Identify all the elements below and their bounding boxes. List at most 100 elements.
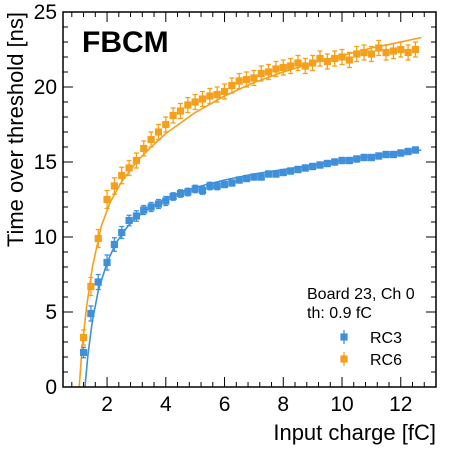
marker	[154, 200, 163, 208]
marker	[404, 147, 412, 156]
marker	[191, 185, 199, 193]
data-point-rc3	[147, 201, 155, 213]
data-point-rc6	[220, 83, 229, 100]
x-tick-label: 6	[219, 393, 231, 416]
data-point-rc3	[162, 195, 170, 207]
marker	[411, 45, 420, 54]
data-point-rc3	[257, 173, 265, 181]
data-point-rc6	[198, 90, 207, 108]
data-point-rc6	[162, 116, 170, 133]
data-points	[79, 39, 420, 359]
data-point-rc6	[389, 42, 398, 60]
y-tick-label: 0	[45, 376, 57, 399]
data-point-rc3	[397, 149, 405, 157]
data-point-rc6	[360, 44, 368, 61]
marker	[198, 186, 207, 195]
legend-entry-rc3: RC3	[340, 330, 402, 347]
legend-label: RC3	[370, 330, 402, 347]
marker	[162, 120, 170, 129]
data-point-rc6	[154, 123, 163, 141]
marker	[176, 189, 185, 198]
x-tick-label: 2	[101, 393, 113, 416]
data-point-rc3	[404, 147, 412, 156]
marker	[79, 333, 88, 342]
data-point-rc6	[338, 48, 346, 66]
chart-badge: FBCM	[82, 26, 169, 59]
data-point-rc3	[242, 174, 251, 183]
data-point-rc6	[191, 93, 199, 111]
data-point-rc6	[147, 131, 155, 148]
x-tick-label: 10	[330, 393, 353, 416]
data-point-rc6	[375, 39, 383, 57]
marker	[176, 107, 185, 115]
marker	[147, 135, 155, 144]
y-tick-label: 15	[34, 151, 57, 174]
marker	[206, 182, 214, 190]
data-point-rc3	[309, 162, 317, 171]
legend-entry-rc6: RC6	[340, 352, 402, 369]
marker	[309, 59, 317, 67]
marker	[132, 156, 141, 165]
marker	[323, 57, 331, 66]
data-point-rc3	[198, 186, 207, 195]
marker	[103, 258, 111, 267]
axis-ticks	[63, 11, 437, 388]
marker	[367, 153, 375, 162]
data-point-rc3	[176, 189, 185, 198]
data-point-rc6	[132, 152, 141, 169]
marker	[264, 170, 273, 178]
data-point-rc6	[169, 107, 177, 124]
marker	[389, 150, 398, 159]
data-point-rc3	[250, 173, 258, 181]
marker	[375, 44, 383, 52]
data-point-rc3	[272, 170, 280, 178]
marker	[94, 278, 102, 286]
data-point-rc3	[169, 192, 177, 201]
marker	[191, 98, 199, 106]
marker	[309, 162, 317, 171]
marker	[287, 62, 295, 70]
marker	[287, 167, 295, 175]
data-point-rc6	[110, 177, 118, 195]
marker	[382, 150, 390, 159]
marker	[125, 216, 133, 225]
data-point-rc3	[110, 237, 118, 252]
data-point-rc6	[206, 87, 214, 105]
marker	[220, 87, 229, 96]
marker	[184, 101, 192, 109]
marker	[272, 170, 280, 178]
data-point-rc3	[331, 158, 339, 166]
data-point-rc6	[87, 276, 95, 297]
marker	[235, 176, 243, 184]
data-point-rc3	[79, 346, 88, 359]
marker	[87, 309, 95, 318]
data-point-rc3	[294, 165, 302, 174]
data-point-rc3	[132, 210, 141, 222]
marker	[411, 146, 420, 154]
marker	[316, 161, 324, 169]
marker	[360, 48, 368, 57]
data-point-rc6	[257, 65, 265, 82]
legend-header-threshold: th: 0.9 fC	[307, 305, 372, 322]
data-point-rc3	[191, 184, 199, 194]
data-point-rc6	[331, 50, 339, 67]
data-point-rc6	[118, 166, 126, 185]
data-point-rc6	[184, 96, 192, 114]
data-point-rc3	[287, 167, 295, 175]
data-point-rc6	[316, 50, 324, 67]
data-point-rc3	[323, 159, 331, 168]
marker	[301, 164, 309, 172]
marker	[323, 159, 331, 168]
data-point-rc3	[118, 225, 126, 240]
data-point-rc3	[228, 179, 236, 187]
marker	[257, 69, 265, 78]
data-point-rc6	[140, 140, 148, 157]
marker	[272, 65, 280, 73]
marker	[331, 54, 339, 63]
data-point-rc3	[301, 164, 309, 172]
data-point-rc6	[411, 41, 420, 58]
marker	[353, 50, 361, 58]
data-point-rc3	[411, 146, 420, 154]
data-point-rc6	[404, 44, 412, 61]
